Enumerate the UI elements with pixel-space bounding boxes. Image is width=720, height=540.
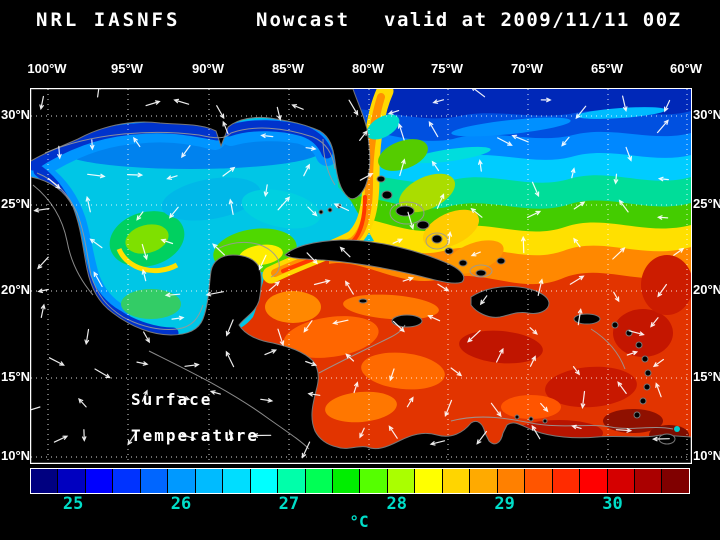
colorbar-cell: [387, 469, 416, 493]
colorbar-cell: [497, 469, 526, 493]
lat-tick-label: 30°N: [693, 107, 720, 122]
colorbar-cell: [278, 469, 306, 493]
lon-tick-label: 95°W: [111, 61, 143, 76]
colorbar-tick: 25: [62, 494, 84, 514]
map-plot-area: Surface Temperature: [30, 88, 692, 464]
colorbar-cell: [580, 469, 608, 493]
grid-lines: [31, 89, 691, 463]
lat-tick-label: 20°N: [693, 282, 720, 297]
colorbar-tick: 30: [602, 494, 623, 514]
current-vectors: [31, 89, 685, 459]
lon-tick-label: 60°W: [670, 61, 702, 76]
colorbar-cell: [58, 469, 86, 493]
lat-tick-label: 10°N: [1, 448, 31, 463]
colorbar-cell: [332, 469, 361, 493]
colorbar-tick: 27: [278, 494, 300, 514]
colorbar-cell: [634, 469, 663, 493]
run-mode-label: Nowcast: [256, 9, 351, 31]
lon-tick-label: 85°W: [272, 61, 304, 76]
lat-tick-label: 20°N: [1, 282, 31, 297]
lat-tick-label: 30°N: [1, 107, 31, 122]
colorbar-cell: [360, 469, 388, 493]
lon-tick-label: 70°W: [511, 61, 543, 76]
colorbar-cell: [195, 469, 224, 493]
lat-tick-label: 25°N: [693, 196, 720, 211]
colorbar-cell: [223, 469, 251, 493]
lon-tick-label: 75°W: [431, 61, 463, 76]
lat-tick-label: 25°N: [1, 196, 31, 211]
colorbar-cell: [85, 469, 114, 493]
valid-time-label: valid at 2009/11/11 00Z: [384, 9, 682, 31]
colorbar-cell: [607, 469, 635, 493]
product-title: NRL IASNFS: [36, 9, 181, 31]
colorbar-cell: [552, 469, 581, 493]
colorbar-tick: 28: [386, 494, 407, 514]
colorbar-cell: [415, 469, 443, 493]
sst-map: Surface Temperature: [31, 89, 691, 463]
colorbar-cell: [250, 469, 279, 493]
lat-tick-label: 10°N: [693, 448, 720, 463]
colorbar-cell: [305, 469, 333, 493]
colorbar-cell: [113, 469, 141, 493]
colorbar-cell: [31, 469, 59, 493]
colorbar-cell: [140, 469, 169, 493]
colorbar: [30, 468, 690, 494]
overlay-label-surface: Surface: [131, 390, 212, 409]
colorbar-unit-label: °C: [349, 512, 369, 531]
colorbar-cell: [470, 469, 498, 493]
lon-tick-label: 80°W: [352, 61, 384, 76]
colorbar-cell: [168, 469, 196, 493]
overlay-label-temperature: Temperature: [131, 426, 259, 445]
lat-tick-label: 15°N: [1, 369, 31, 384]
lon-tick-label: 100°W: [27, 61, 67, 76]
lon-tick-label: 90°W: [192, 61, 224, 76]
colorbar-cell: [525, 469, 553, 493]
colorbar-cell: [442, 469, 471, 493]
lat-tick-label: 15°N: [693, 369, 720, 384]
land-mask: [31, 89, 691, 463]
lon-tick-label: 65°W: [591, 61, 623, 76]
colorbar-tick-labels: 25 26 27 28 29 30: [30, 494, 688, 514]
colorbar-tick: 26: [170, 494, 192, 514]
coastline-contours: [32, 127, 674, 450]
colorbar-cell: [662, 469, 689, 493]
colorbar-tick: 29: [494, 494, 515, 514]
